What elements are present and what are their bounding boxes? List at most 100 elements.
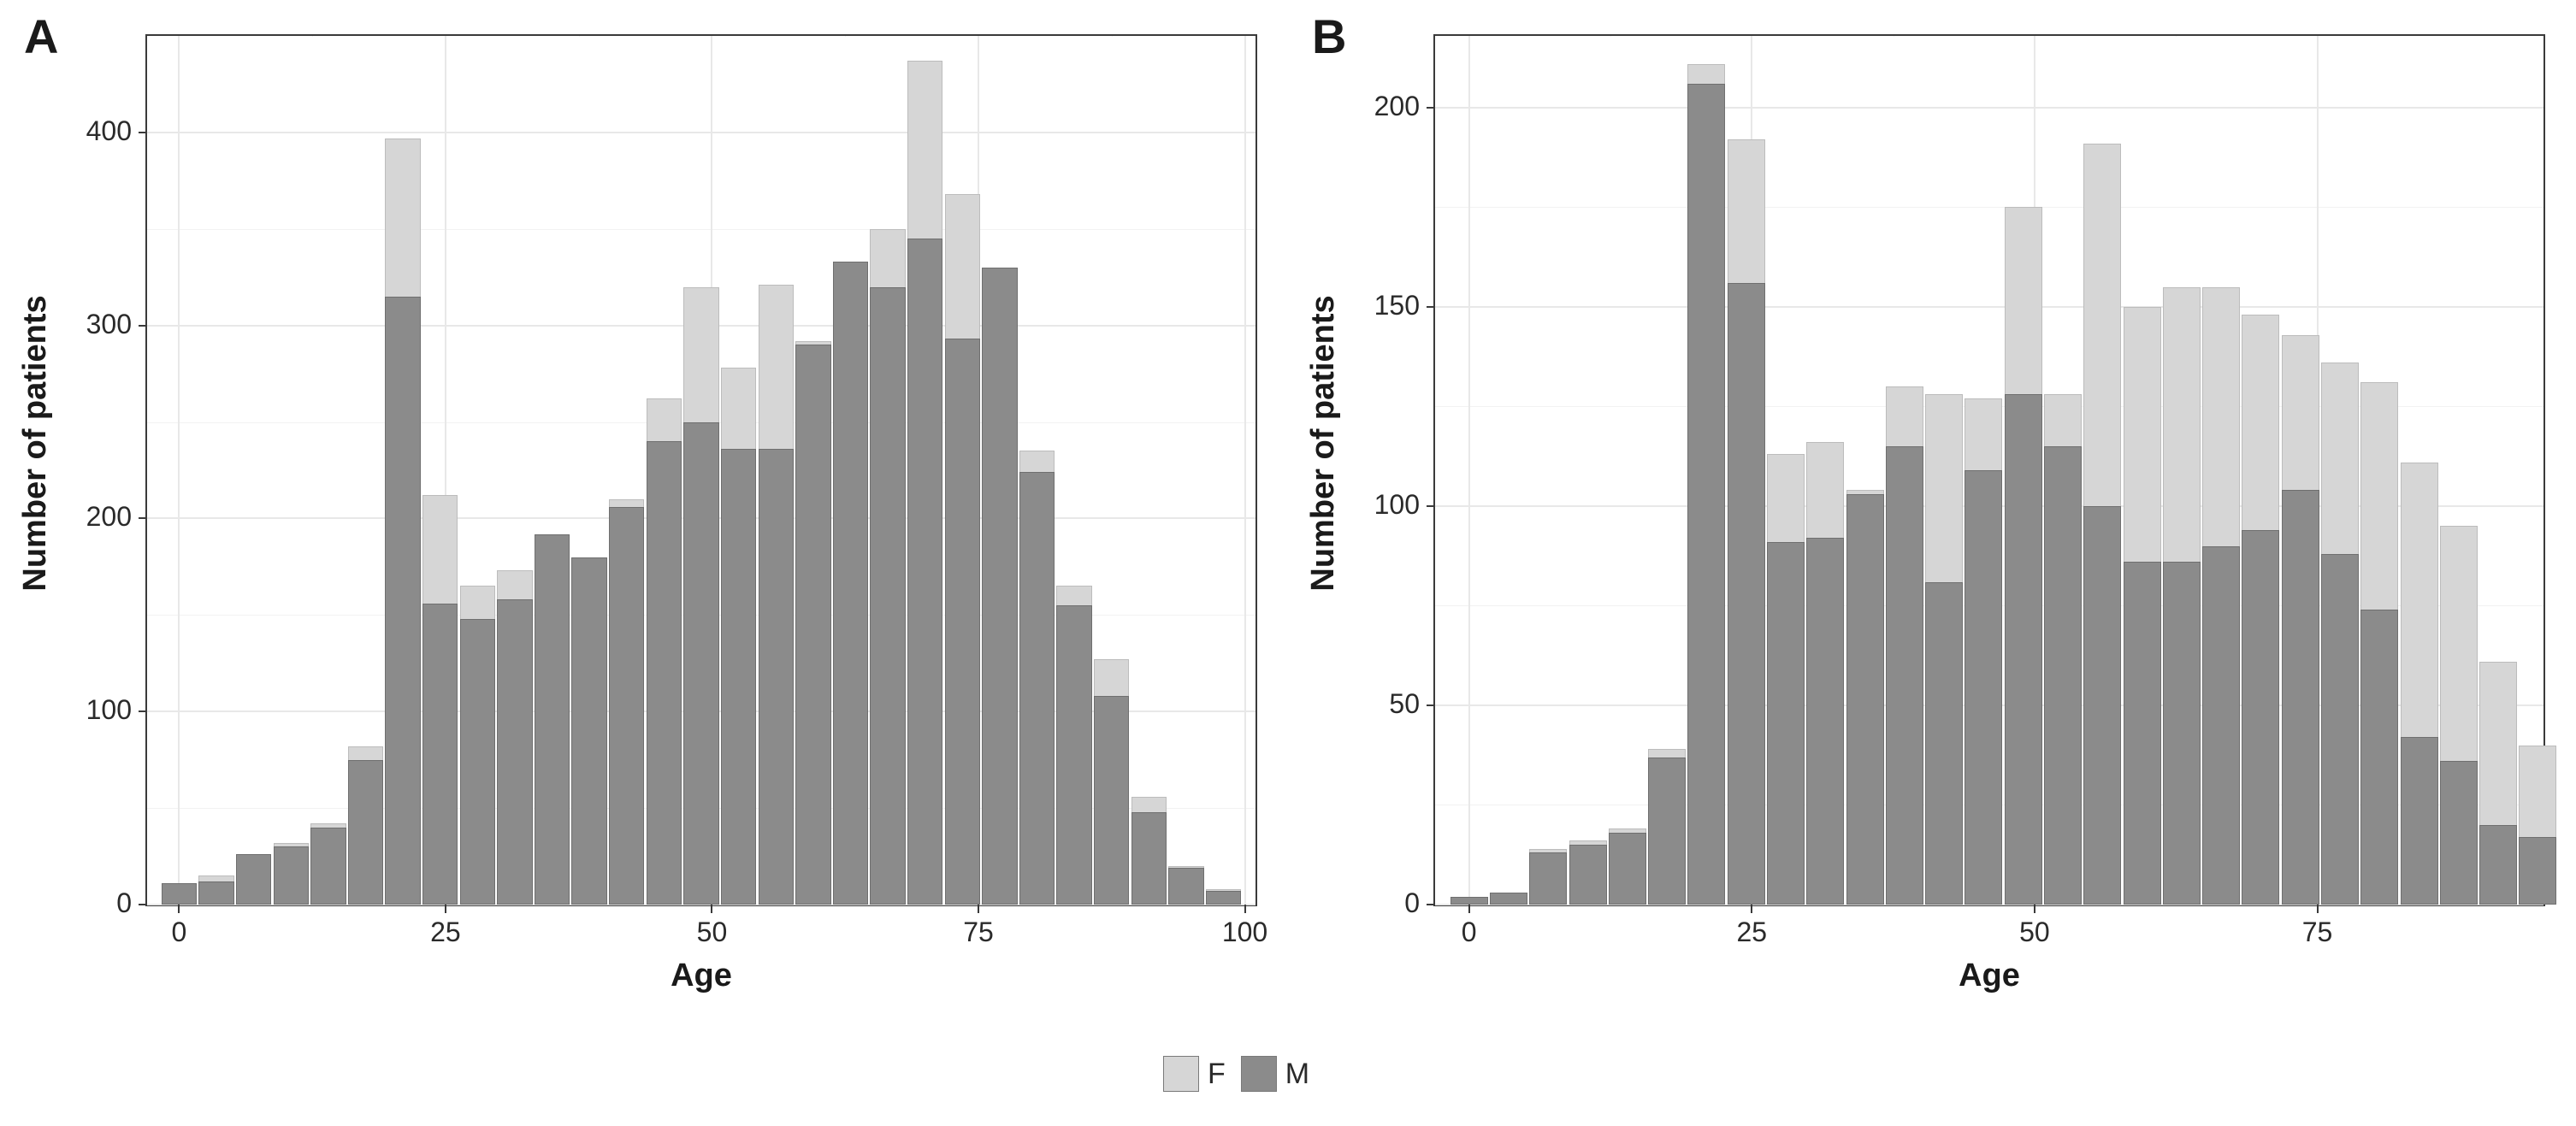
bar-m (2440, 761, 2478, 905)
panel-b: B 0501001502000255075 Number of patients… (1288, 0, 2576, 1026)
bar-m (198, 881, 233, 905)
x-tick-label: 0 (1435, 917, 1504, 948)
y-tick-label: 400 (63, 115, 132, 147)
gridline-v-minor (2176, 36, 2177, 37)
tick-mark-x (1751, 905, 1752, 913)
plot-area-a: 01002003004000255075100 (145, 34, 1257, 906)
bar-m (571, 557, 606, 905)
tick-mark-y (1427, 306, 1435, 308)
bar-m (535, 534, 570, 905)
xlabel-a: Age (145, 958, 1257, 994)
figure: A 01002003004000255075100 Number of pati… (0, 0, 2576, 1126)
bar-m (1569, 845, 1607, 905)
bar-m (2005, 394, 2042, 905)
bar-m (2044, 446, 2082, 905)
x-tick-label: 50 (677, 917, 746, 948)
plot-area-b: 0501001502000255075 (1433, 34, 2545, 906)
gridline-h (1435, 107, 2544, 109)
bar-m (348, 760, 383, 905)
bar-m (759, 449, 794, 905)
bar-m (945, 339, 980, 905)
bar-m (609, 507, 644, 905)
panel-b-letter: B (1312, 9, 1346, 64)
tick-mark-x (711, 905, 712, 913)
y-tick-label: 0 (1351, 887, 1420, 919)
bar-m (2202, 546, 2240, 905)
bar-m (497, 599, 532, 905)
gridline-v (1468, 36, 1470, 905)
bar-m (2282, 490, 2319, 905)
tick-mark-y (1427, 704, 1435, 706)
bar-m (1056, 605, 1091, 905)
bar-m (1490, 893, 1527, 905)
bar-m (1886, 446, 1923, 905)
bar-m (833, 262, 868, 905)
tick-mark-y (139, 517, 147, 519)
bar-m (1806, 538, 1844, 905)
gridline-h-minor (1435, 207, 2544, 208)
gridline-v-minor (579, 36, 580, 37)
x-tick-label: 75 (944, 917, 1013, 948)
bar-m (1846, 494, 1884, 905)
legend-item-f: F (1163, 1056, 1226, 1092)
bar-m (422, 604, 458, 905)
bar-m (795, 345, 830, 905)
bar-m (1648, 758, 1686, 905)
tick-mark-y (1427, 505, 1435, 507)
bar-m (236, 854, 271, 905)
bar-m (1767, 542, 1805, 905)
legend: F M (1163, 1056, 1309, 1092)
bar-m (683, 422, 718, 905)
tick-mark-x (978, 905, 979, 913)
gridline-h-minor (147, 229, 1256, 230)
y-tick-label: 100 (63, 694, 132, 726)
bar-m (647, 441, 682, 905)
legend-swatch-m (1241, 1056, 1277, 1092)
bar-m (721, 449, 756, 905)
bar-m (1728, 283, 1765, 905)
y-tick-label: 50 (1351, 688, 1420, 720)
tick-mark-x (445, 905, 446, 913)
bar-m (1687, 84, 1725, 905)
gridline-v-minor (1112, 36, 1113, 37)
ylabel-a: Number of patients (17, 147, 54, 443)
bar-m (1450, 897, 1488, 905)
bar-m (1094, 696, 1129, 905)
tick-mark-x (1468, 905, 1470, 913)
bar-m (1206, 891, 1241, 905)
y-tick-label: 100 (1351, 489, 1420, 521)
tick-mark-x (178, 905, 180, 913)
gridline-h (147, 132, 1256, 133)
tick-mark-x (2034, 905, 2035, 913)
y-tick-label: 0 (63, 887, 132, 919)
legend-swatch-f (1163, 1056, 1199, 1092)
legend-label-m: M (1285, 1058, 1309, 1091)
gridline-v-minor (845, 36, 846, 37)
legend-item-m: M (1241, 1056, 1309, 1092)
bar-m (1964, 470, 2002, 905)
bar-m (1925, 582, 1963, 905)
bar-m (1019, 472, 1055, 905)
tick-mark-x (2317, 905, 2319, 913)
y-tick-label: 300 (63, 309, 132, 340)
bar-m (1609, 833, 1646, 905)
x-tick-label: 75 (2284, 917, 2352, 948)
bar-m (310, 828, 346, 905)
bar-m (982, 268, 1017, 905)
tick-mark-y (1427, 107, 1435, 109)
bar-m (274, 846, 309, 905)
bar-m (385, 297, 420, 905)
tick-mark-y (1427, 904, 1435, 905)
gridline-h (1435, 306, 2544, 308)
panel-a: A 01002003004000255075100 Number of pati… (0, 0, 1288, 1026)
bar-m (2519, 837, 2556, 905)
x-tick-label: 0 (145, 917, 213, 948)
bar-m (460, 619, 495, 905)
panel-a-letter: A (24, 9, 58, 64)
tick-mark-y (139, 904, 147, 905)
legend-label-f: F (1208, 1058, 1226, 1091)
bar-m (870, 287, 905, 905)
bar-m (2321, 554, 2359, 905)
tick-mark-y (139, 710, 147, 712)
bar-m (1529, 852, 1567, 905)
